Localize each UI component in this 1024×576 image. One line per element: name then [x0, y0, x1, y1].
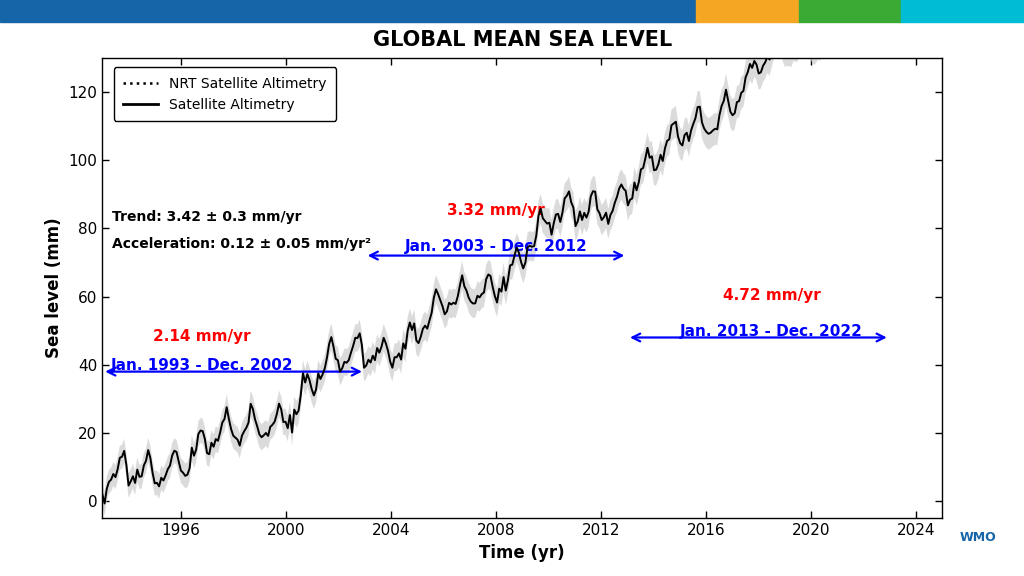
- Bar: [799, 0, 901, 22]
- Text: Jan. 2013 - Dec. 2022: Jan. 2013 - Dec. 2022: [680, 324, 863, 339]
- Y-axis label: Sea level (mm): Sea level (mm): [45, 218, 63, 358]
- Bar: [696, 0, 799, 22]
- Title: GLOBAL MEAN SEA LEVEL: GLOBAL MEAN SEA LEVEL: [373, 31, 672, 51]
- Text: 3.32 mm/yr: 3.32 mm/yr: [447, 203, 545, 218]
- Text: 2.14 mm/yr: 2.14 mm/yr: [154, 329, 251, 344]
- Bar: [901, 0, 1024, 22]
- Text: Acceleration: 0.12 ± 0.05 mm/yr²: Acceleration: 0.12 ± 0.05 mm/yr²: [113, 237, 372, 251]
- Text: 4.72 mm/yr: 4.72 mm/yr: [723, 289, 820, 304]
- Bar: [0, 0, 696, 22]
- Text: WMO: WMO: [959, 531, 996, 544]
- Text: Jan. 1993 - Dec. 2002: Jan. 1993 - Dec. 2002: [111, 358, 294, 373]
- Legend: NRT Satellite Altimetry, Satellite Altimetry: NRT Satellite Altimetry, Satellite Altim…: [114, 67, 336, 121]
- Text: Jan. 2003 - Dec. 2012: Jan. 2003 - Dec. 2012: [404, 238, 588, 253]
- X-axis label: Time (yr): Time (yr): [479, 544, 565, 562]
- Text: Trend: 3.42 ± 0.3 mm/yr: Trend: 3.42 ± 0.3 mm/yr: [113, 210, 302, 223]
